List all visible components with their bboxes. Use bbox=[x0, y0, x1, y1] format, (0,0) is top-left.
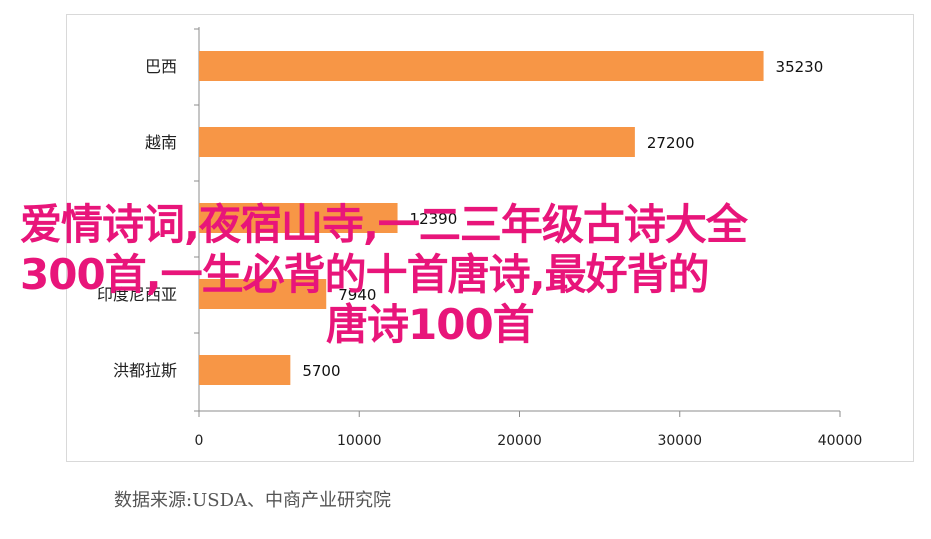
bar bbox=[199, 203, 398, 233]
chart-frame: 巴西 35230 越南 27200 12390 印度尼西亚 7940 洪都拉斯 5700 0 100… bbox=[66, 14, 914, 462]
bar bbox=[199, 355, 291, 385]
category-label: 巴西 bbox=[145, 57, 177, 76]
x-tick-label: 0 bbox=[195, 433, 204, 449]
value-label: 12390 bbox=[410, 210, 458, 228]
bar-chart: 巴西 35230 越南 27200 12390 印度尼西亚 7940 洪都拉斯 5700 0 100… bbox=[97, 27, 863, 449]
value-label: 35230 bbox=[776, 58, 824, 76]
bar bbox=[199, 51, 764, 81]
category-label: 印度尼西亚 bbox=[97, 285, 177, 304]
value-label: 7940 bbox=[338, 286, 376, 304]
category-label: 越南 bbox=[145, 133, 177, 152]
source-note: 数据来源:USDA、中商产业研究院 bbox=[114, 490, 391, 511]
category-label: 洪都拉斯 bbox=[113, 361, 177, 380]
value-label: 5700 bbox=[302, 362, 340, 380]
value-label: 27200 bbox=[647, 134, 695, 152]
bar bbox=[199, 127, 635, 157]
x-tick-label: 40000 bbox=[818, 433, 863, 449]
x-tick-label: 30000 bbox=[657, 433, 702, 449]
x-tick-label: 10000 bbox=[337, 433, 382, 449]
x-tick-label: 20000 bbox=[497, 433, 542, 449]
bar bbox=[199, 279, 327, 309]
